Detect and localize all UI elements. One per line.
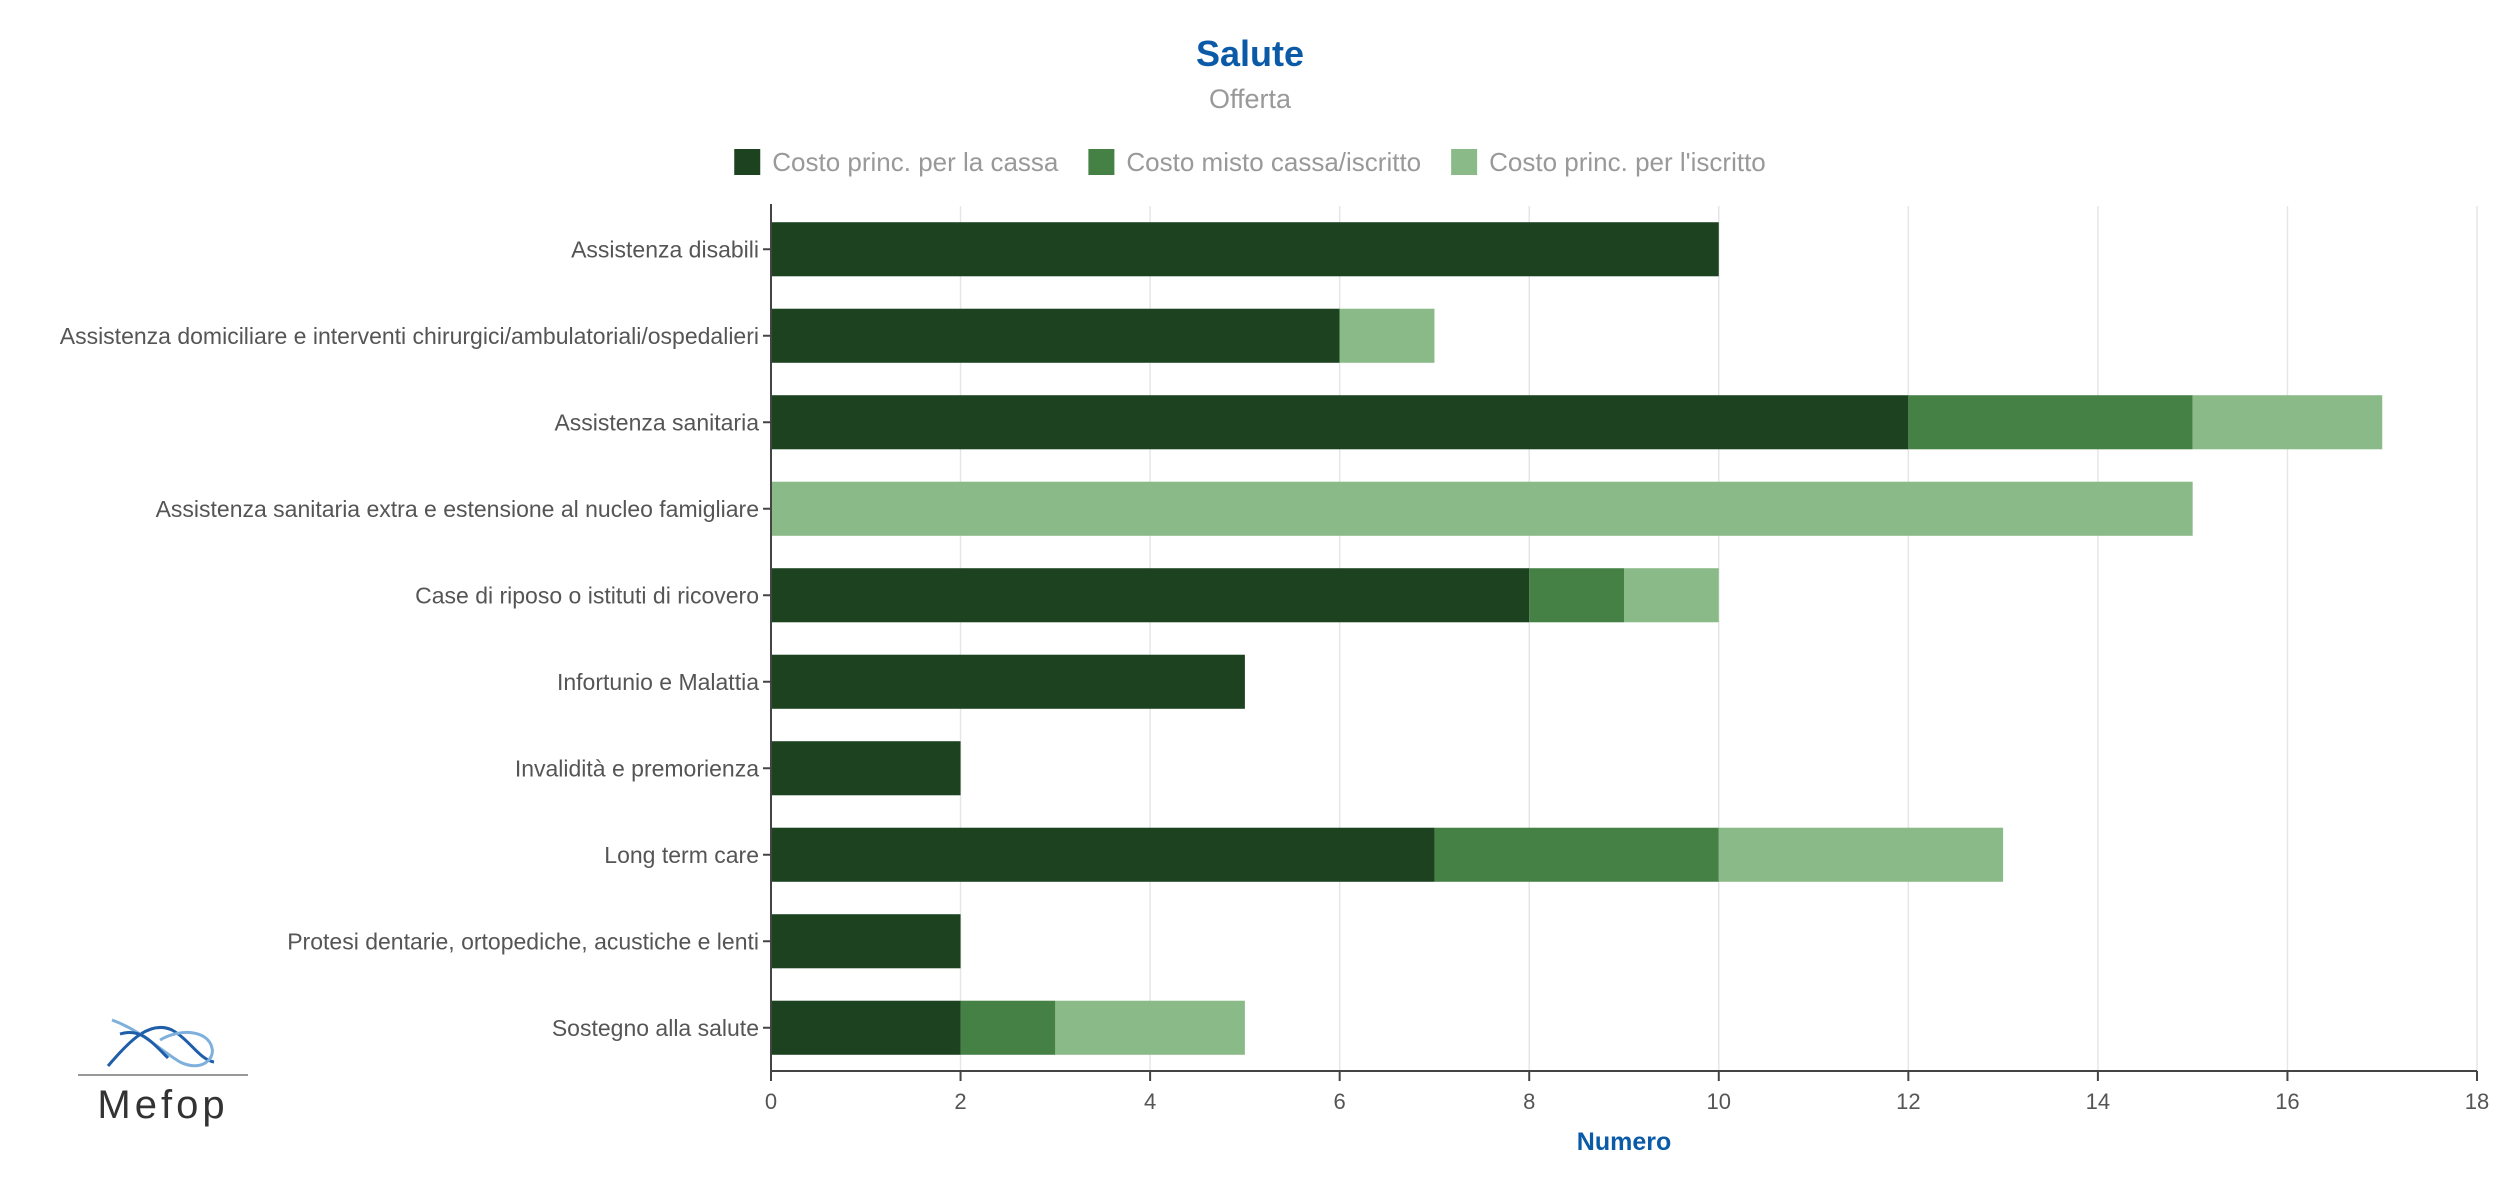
category-label-7: Invalidità e premorienza — [515, 755, 759, 781]
bar-1-cat-7 — [771, 741, 961, 796]
x-tick-label-8: 8 — [1523, 1089, 1535, 1114]
category-label-8: Long term care — [604, 842, 759, 868]
legend-label-1: Costo princ. per la cassa — [772, 147, 1059, 177]
x-tick-label-6: 6 — [1334, 1089, 1346, 1114]
bar-3-cat-2 — [1339, 308, 1435, 363]
x-tick-label-2: 2 — [954, 1089, 966, 1114]
category-label-2: Assistenza domiciliare e interventi chir… — [60, 323, 759, 349]
bar-2-cat-3 — [1908, 395, 2193, 450]
category-label-4: Assistenza sanitaria extra e estensione … — [156, 496, 759, 522]
chart-subtitle: Offerta — [1209, 84, 1292, 114]
bar-1-cat-6 — [771, 654, 1245, 709]
x-tick-labels: 0 2 4 6 8 10 12 14 16 18 — [765, 1089, 2489, 1114]
x-tick-label-18: 18 — [2465, 1089, 2489, 1114]
legend: Costo princ. per la cassa Costo misto cas… — [734, 147, 1766, 177]
bar-1-cat-3 — [771, 395, 1909, 450]
bar-3-cat-3 — [2192, 395, 2383, 450]
bar-1-cat-8 — [771, 827, 1435, 882]
category-label-5: Case di riposo o istituti di ricovero — [415, 582, 759, 608]
bar-2-cat-5 — [1529, 568, 1624, 623]
legend-label-3: Costo princ. per l'iscritto — [1489, 147, 1766, 177]
bar-1-cat-1 — [771, 222, 1719, 277]
mefop-logo-icon — [106, 1018, 215, 1068]
bar-1-cat-2 — [771, 308, 1340, 363]
legend-swatch-3 — [1451, 149, 1478, 175]
category-labels: Assistenza disabili Assistenza domiciliar… — [60, 236, 759, 1041]
legend-swatch-1 — [734, 149, 761, 175]
category-label-3: Assistenza sanitaria — [554, 409, 759, 435]
x-tick-label-16: 16 — [2275, 1089, 2299, 1114]
bar-1-cat-10 — [771, 1000, 961, 1055]
x-axis-title: Numero — [1577, 1128, 1671, 1156]
x-tick-label-10: 10 — [1707, 1089, 1731, 1114]
legend-item-3[interactable]: Costo princ. per l'iscritto — [1451, 147, 1766, 177]
bar-3-cat-5 — [1624, 568, 1719, 623]
bar-2-cat-10 — [960, 1000, 1056, 1055]
axes — [763, 204, 2478, 1081]
mefop-logo-text: Mefop — [97, 1083, 228, 1127]
legend-item-2[interactable]: Costo misto cassa/iscritto — [1088, 147, 1421, 177]
bar-3-cat-10 — [1055, 1000, 1245, 1055]
x-tick-label-12: 12 — [1896, 1089, 1920, 1114]
legend-item-1[interactable]: Costo princ. per la cassa — [734, 147, 1059, 177]
chart-title: Salute — [1196, 33, 1304, 74]
mefop-logo: Mefop — [78, 1018, 248, 1127]
legend-label-2: Costo misto cassa/iscritto — [1126, 147, 1421, 177]
category-label-1: Assistenza disabili — [571, 236, 759, 262]
bars — [771, 222, 2383, 1055]
bar-2-cat-8 — [1434, 827, 1719, 882]
category-label-6: Infortunio e Malattia — [557, 669, 759, 695]
bar-1-cat-9 — [771, 914, 961, 969]
x-tick-label-14: 14 — [2086, 1089, 2110, 1114]
bar-3-cat-8 — [1718, 827, 2004, 882]
bar-3-cat-4 — [771, 481, 2193, 536]
x-tick-label-0: 0 — [765, 1089, 777, 1114]
category-label-9: Protesi dentarie, ortopediche, acustiche… — [287, 928, 759, 954]
bar-1-cat-5 — [771, 568, 1530, 623]
legend-swatch-2 — [1088, 149, 1115, 175]
category-label-10: Sostegno alla salute — [552, 1015, 759, 1041]
x-tick-label-4: 4 — [1144, 1089, 1156, 1114]
